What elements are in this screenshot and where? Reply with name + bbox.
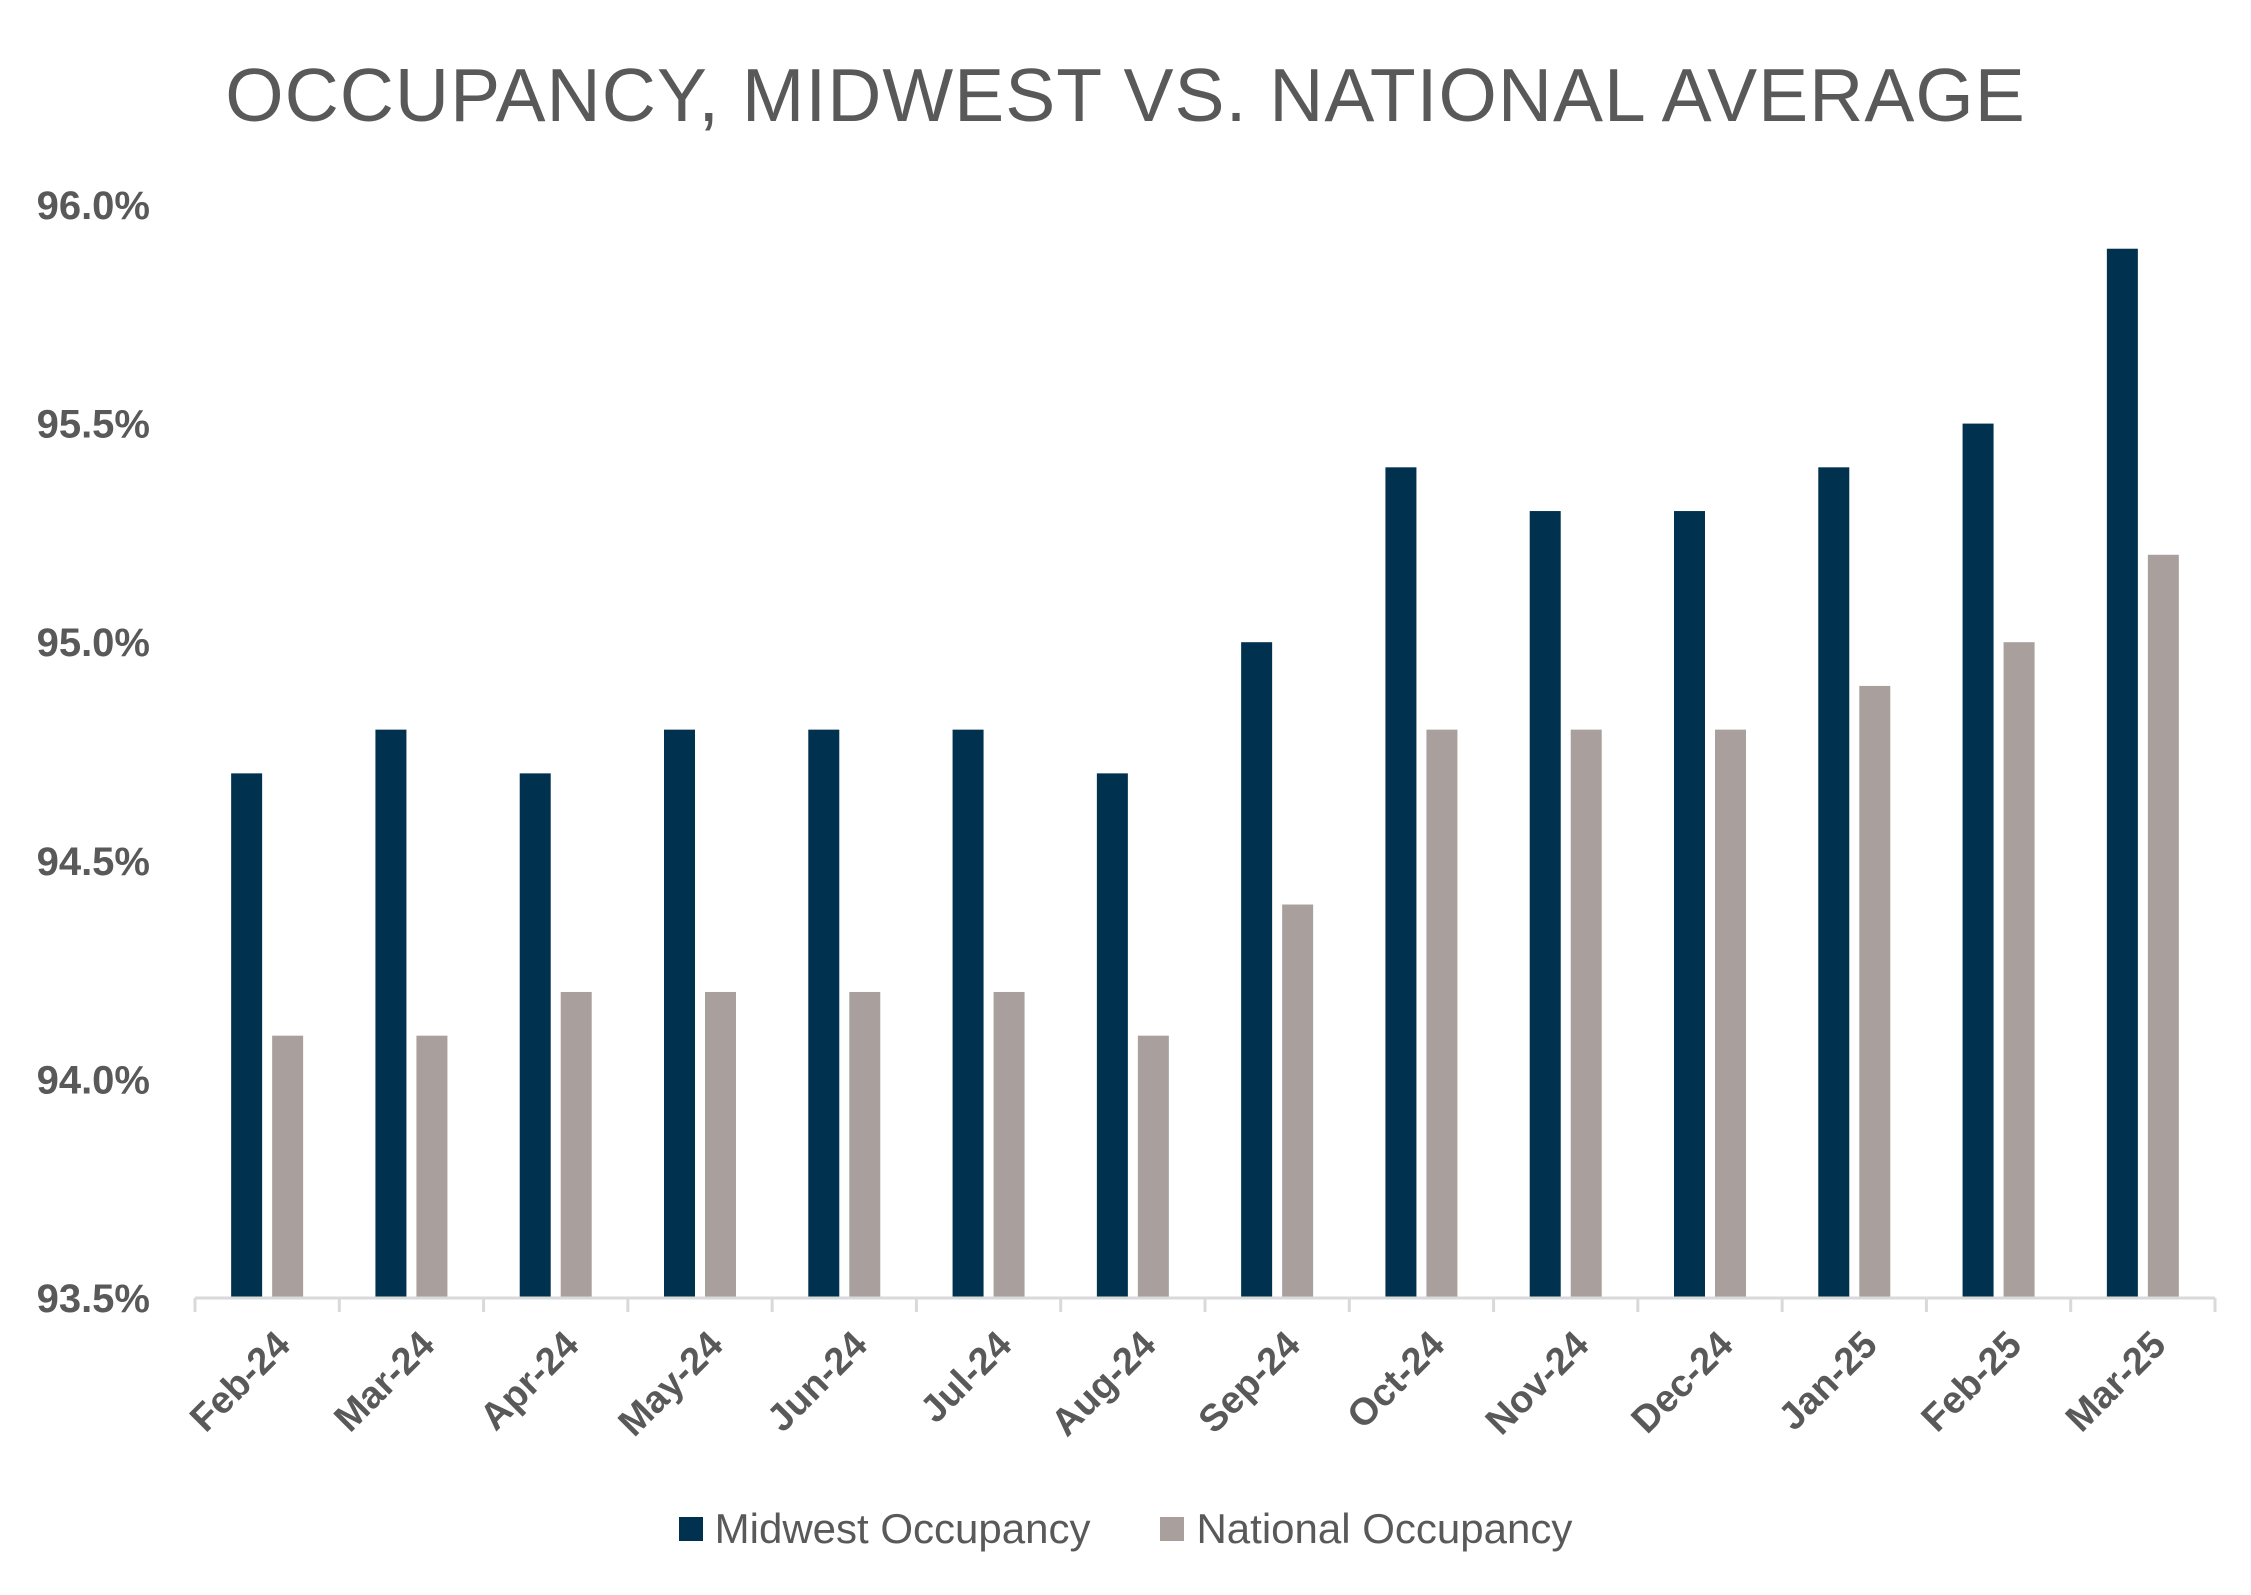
x-tick-label: Aug-24 <box>1044 1324 1165 1445</box>
x-tick-label: Nov-24 <box>1478 1324 1597 1443</box>
x-tick-label: Feb-25 <box>1914 1324 2030 1440</box>
x-tick-label: Sep-24 <box>1191 1324 1309 1442</box>
bar-midwest-dec-24 <box>1674 511 1705 1298</box>
legend-swatch-midwest <box>678 1517 703 1541</box>
x-tick-label: Jan-25 <box>1771 1324 1886 1439</box>
bar-national-mar-25 <box>2147 554 2179 1298</box>
bar-midwest-jul-24 <box>952 729 984 1298</box>
x-tick-label: Dec-24 <box>1624 1324 1742 1442</box>
x-tick-label: Oct-24 <box>1340 1324 1453 1437</box>
y-tick-label: 95.0% <box>37 621 150 665</box>
bar-midwest-jun-24 <box>808 729 840 1298</box>
bar-midwest-mar-24 <box>375 729 407 1298</box>
bar-midwest-feb-24 <box>231 773 263 1298</box>
bar-national-oct-24 <box>1426 729 1458 1298</box>
bar-national-apr-24 <box>560 991 592 1298</box>
bar-national-mar-24 <box>416 1035 448 1298</box>
bar-national-jun-24 <box>849 991 881 1298</box>
y-axis: 93.5% 94.0% 94.5% 95.0% 95.5% 96.0% <box>37 184 150 1321</box>
bar-midwest-may-24 <box>664 729 695 1298</box>
x-tick-label: Jun-24 <box>759 1324 875 1440</box>
bar-midwest-feb-25 <box>1962 423 1994 1299</box>
y-tick-label: 94.5% <box>37 840 150 884</box>
bar-midwest-nov-24 <box>1529 511 1561 1298</box>
bar-national-feb-24 <box>272 1035 304 1298</box>
chart-title: OCCUPANCY, MIDWEST VS. NATIONAL AVERAGE <box>225 53 2026 137</box>
bar-midwest-mar-25 <box>2106 248 2138 1299</box>
y-tick-label: 95.5% <box>37 403 150 447</box>
legend: Midwest Occupancy National Occupancy <box>0 1505 2251 1553</box>
x-tick-label: Jul-24 <box>913 1324 1020 1431</box>
x-tick-label: Mar-24 <box>327 1324 443 1440</box>
bar-national-jan-25 <box>1859 685 1891 1298</box>
bar-national-feb-25 <box>2003 642 2035 1298</box>
x-tick-label: Apr-24 <box>472 1324 587 1439</box>
y-tick-label: 96.0% <box>37 184 150 228</box>
legend-item-national: National Occupancy <box>1160 1505 1572 1553</box>
bar-national-nov-24 <box>1570 729 1602 1298</box>
bar-midwest-oct-24 <box>1385 467 1417 1298</box>
bar-midwest-sep-24 <box>1241 642 1273 1298</box>
bar-national-sep-24 <box>1282 904 1314 1298</box>
y-tick-label: 93.5% <box>37 1277 150 1321</box>
x-tick-label: Mar-25 <box>2058 1324 2174 1440</box>
bar-midwest-aug-24 <box>1096 773 1128 1298</box>
bars <box>231 248 2179 1299</box>
bar-national-dec-24 <box>1715 729 1746 1298</box>
legend-swatch-national <box>1160 1517 1185 1541</box>
bar-national-jul-24 <box>993 991 1025 1298</box>
legend-label-midwest: Midwest Occupancy <box>714 1505 1091 1552</box>
x-tick-label: May-24 <box>611 1324 732 1445</box>
y-tick-label: 94.0% <box>37 1058 150 1102</box>
x-tick-label: Feb-24 <box>182 1324 298 1440</box>
bar-midwest-jan-25 <box>1818 467 1850 1298</box>
legend-item-midwest: Midwest Occupancy <box>678 1505 1091 1553</box>
x-axis: Feb-24 Mar-24 Apr-24 May-24 Jun-24 Jul-24 Aug-… <box>182 1296 2217 1445</box>
bar-national-aug-24 <box>1137 1035 1169 1298</box>
bar-midwest-apr-24 <box>519 773 551 1298</box>
bar-national-may-24 <box>705 991 736 1298</box>
legend-label-national: National Occupancy <box>1196 1505 1573 1552</box>
